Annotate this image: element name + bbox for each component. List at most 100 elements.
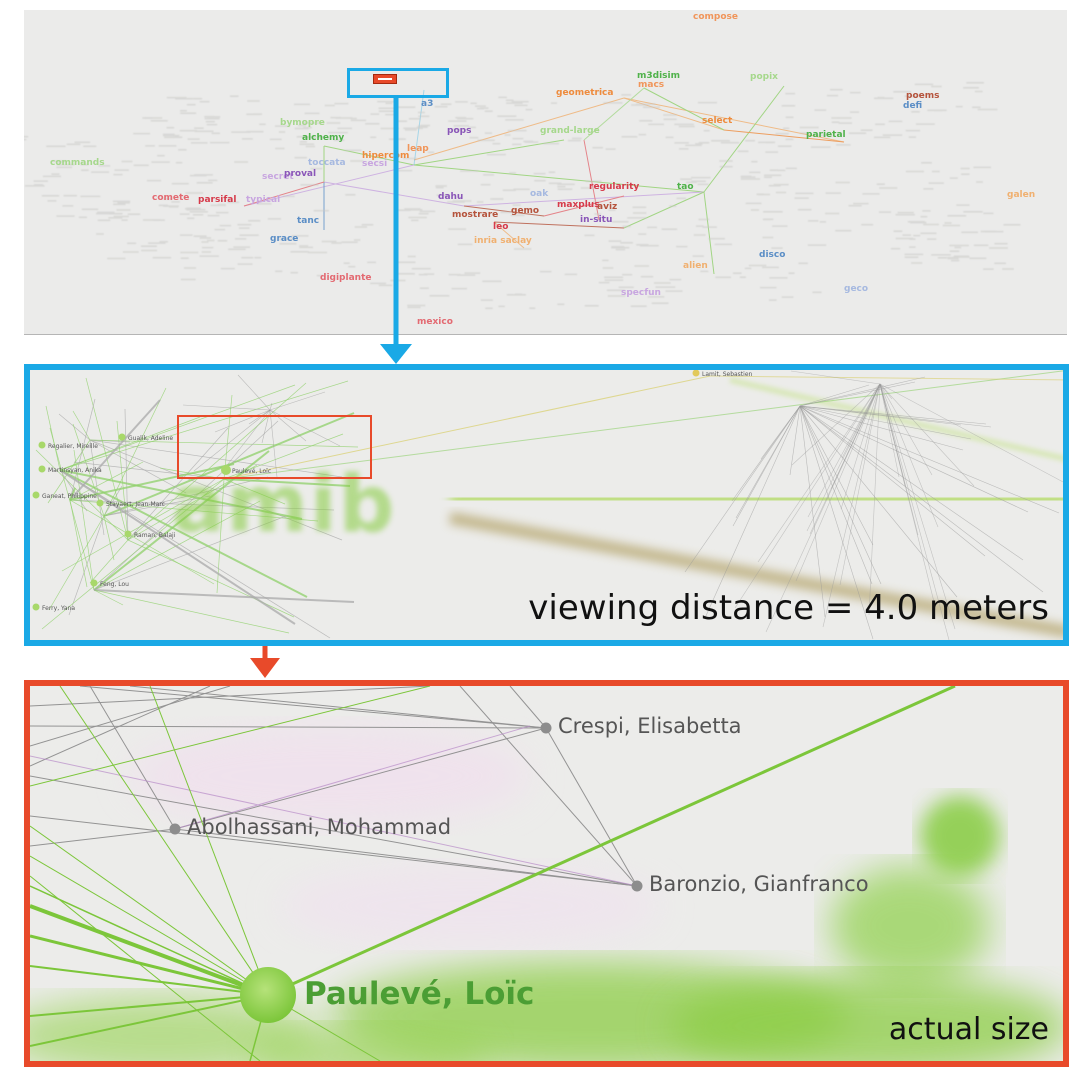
faint-person-label (514, 104, 528, 107)
team-label-maxplus[interactable]: maxplus (557, 200, 600, 210)
inner-zoom-selection-rect[interactable] (177, 415, 372, 479)
faint-person-label (498, 305, 505, 308)
team-label-select[interactable]: select (702, 116, 733, 126)
faint-person-label (877, 96, 885, 99)
team-label-mostrare[interactable]: mostrare (452, 210, 498, 220)
team-label-tao[interactable]: tao (677, 182, 694, 192)
team-label-macs[interactable]: macs (638, 80, 664, 90)
faint-person-label (370, 113, 380, 115)
team-label-grand-large[interactable]: grand-large (540, 126, 600, 136)
faint-person-label (740, 175, 752, 178)
faint-person-label (914, 83, 934, 86)
team-label-dahu[interactable]: dahu (438, 192, 463, 202)
faint-person-label (418, 273, 428, 276)
faint-person-label (294, 156, 307, 159)
faint-person-label (241, 138, 253, 140)
team-label-comete[interactable]: comete (152, 193, 189, 203)
team-label-commands[interactable]: commands (50, 158, 105, 168)
faint-person-label (895, 237, 914, 240)
team-label-mexico[interactable]: mexico (417, 317, 453, 327)
team-label-geco[interactable]: geco (844, 284, 868, 294)
faint-person-label (719, 160, 733, 162)
faint-person-label (180, 110, 187, 112)
faint-person-label (654, 282, 671, 284)
faint-person-label (157, 154, 165, 157)
edge (509, 686, 547, 729)
team-label-oak[interactable]: oak (530, 189, 549, 199)
team-label-in-situ[interactable]: in-situ (580, 215, 612, 225)
edge (30, 994, 269, 1017)
team-label-leo[interactable]: leo (493, 222, 508, 232)
edge (799, 405, 987, 425)
edge (839, 383, 881, 586)
team-label-defi[interactable]: defi (903, 101, 922, 111)
faint-person-label (299, 143, 315, 145)
team-label-geometrica[interactable]: geometrica (556, 88, 613, 98)
edge (799, 405, 826, 618)
team-label-m3disim[interactable]: m3disim (637, 71, 680, 81)
edge (149, 686, 269, 996)
team-label-poems[interactable]: poems (906, 91, 939, 101)
edge (79, 686, 547, 729)
faint-person-label (557, 185, 566, 188)
faint-person-label (781, 105, 796, 107)
faint-person-label (580, 187, 595, 189)
team-label-leap[interactable]: leap (407, 144, 429, 154)
team-label-inria-saclay[interactable]: inria saclay (474, 236, 532, 246)
team-label-parsifal[interactable]: parsifal (198, 195, 236, 205)
faint-person-label (511, 100, 529, 103)
team-label-alchemy[interactable]: alchemy (302, 133, 344, 143)
faint-person-label (749, 171, 761, 174)
faint-person-label (354, 226, 367, 228)
team-label-popix[interactable]: popix (750, 72, 778, 82)
faint-person-label (193, 97, 203, 100)
team-label-disco[interactable]: disco (759, 250, 785, 260)
team-label-secret[interactable]: secret (262, 172, 294, 182)
edge (30, 686, 211, 767)
team-label-alien[interactable]: alien (683, 261, 708, 271)
team-label-parietal[interactable]: parietal (806, 130, 846, 140)
team-label-pops[interactable]: pops (447, 126, 471, 136)
team-label-compose[interactable]: compose (693, 12, 738, 22)
faint-person-label (669, 278, 682, 281)
faint-person-label (907, 221, 925, 223)
faint-person-label (179, 129, 198, 132)
team-label-secsi[interactable]: secsi (362, 159, 387, 169)
edge (463, 205, 545, 217)
team-label-hipercom[interactable]: hipercom (362, 151, 409, 161)
team-label-aviz[interactable]: aviz (597, 202, 617, 212)
team-label-typical[interactable]: typical (246, 195, 280, 205)
team-label-bymopre[interactable]: bymopre (280, 118, 325, 128)
faint-person-label (456, 274, 476, 276)
team-label-proval[interactable]: proval (284, 169, 316, 179)
faint-person-label (350, 160, 364, 162)
team-label-specfun[interactable]: specfun (621, 288, 661, 298)
team-label-tanc[interactable]: tanc (297, 216, 319, 226)
faint-person-label (949, 250, 960, 252)
faint-person-label (920, 232, 937, 235)
faint-person-label (719, 165, 733, 168)
team-label-toccata[interactable]: toccata (308, 158, 346, 168)
team-label-digiplante[interactable]: digiplante (320, 273, 371, 283)
faint-person-label (237, 263, 253, 265)
overview-map[interactable]: compose m3disim popix macs geometrica poems de… (24, 10, 1067, 335)
edge (30, 686, 431, 707)
faint-person-label (498, 96, 507, 99)
faint-person-label (296, 136, 309, 138)
faint-person-label (108, 212, 123, 215)
person-node (32, 603, 40, 611)
faint-person-label (470, 102, 477, 105)
faint-person-label (651, 302, 669, 304)
faint-person-label (291, 235, 309, 237)
team-label-regularity[interactable]: regularity (589, 182, 639, 192)
team-label-galen[interactable]: galen (1007, 190, 1035, 200)
team-label-gemo[interactable]: gemo (511, 206, 539, 216)
edge (879, 383, 919, 536)
faint-person-label (199, 100, 210, 103)
faint-person-label (611, 246, 625, 248)
faint-person-label (620, 242, 633, 244)
team-label-grace[interactable]: grace (270, 234, 298, 244)
cluster-band-green-2 (729, 377, 1063, 462)
team-label-a3[interactable]: a3 (421, 99, 433, 109)
red-arrowhead (250, 658, 280, 678)
